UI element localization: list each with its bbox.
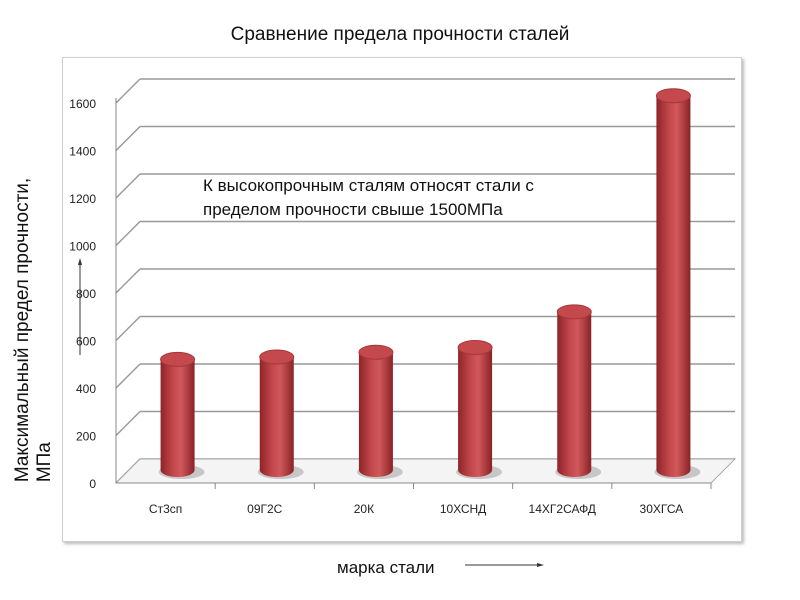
y-arrow-head bbox=[78, 258, 82, 265]
bar-base bbox=[160, 463, 195, 477]
x-arrow-head bbox=[537, 563, 544, 567]
x-tick-label: 14ХГ2САФД bbox=[529, 502, 596, 516]
gridline-side bbox=[115, 173, 141, 199]
bar-top bbox=[655, 88, 691, 104]
bar-top bbox=[358, 344, 394, 360]
bar-base bbox=[358, 463, 393, 477]
gridline-side bbox=[115, 410, 141, 437]
y-axis-label: Максимальный предел прочности, МПа bbox=[12, 177, 55, 483]
x-tick-label: 10ХСНД bbox=[440, 502, 486, 516]
bar bbox=[557, 311, 592, 470]
x-tick-label: 30ХГСА bbox=[640, 502, 684, 516]
y-tick-label: 1400 bbox=[69, 145, 96, 159]
y-tick-label: 200 bbox=[76, 430, 96, 444]
bar-base bbox=[656, 463, 691, 477]
bar bbox=[458, 347, 493, 470]
gridline-side bbox=[115, 315, 141, 342]
x-tick-label: Ст3сп bbox=[149, 502, 182, 516]
gridline-side bbox=[115, 363, 141, 389]
x-tick-label: 20К bbox=[354, 502, 374, 516]
bar bbox=[656, 95, 691, 470]
y-tick-label: 1600 bbox=[69, 97, 96, 111]
bar-top bbox=[160, 351, 196, 367]
gridline-side bbox=[115, 220, 141, 247]
bar bbox=[259, 357, 294, 470]
bar-top bbox=[259, 349, 295, 365]
bar bbox=[358, 352, 393, 470]
x-tick-label: 09Г2С bbox=[247, 502, 283, 516]
gridline-side bbox=[115, 125, 141, 152]
bar-base bbox=[458, 463, 493, 477]
y-tick-label: 800 bbox=[76, 287, 96, 301]
bar-top bbox=[457, 340, 493, 355]
y-tick-label: 600 bbox=[76, 335, 96, 349]
plot-frame bbox=[62, 57, 742, 542]
chart-title: Сравнение предела прочности сталей bbox=[230, 24, 570, 45]
bar-top bbox=[556, 304, 592, 320]
x-axis-label: марка стали bbox=[337, 558, 435, 577]
y-tick-label: 1000 bbox=[69, 240, 96, 254]
y-tick-label: 1200 bbox=[69, 192, 96, 206]
annotation: К высокопрочным сталям относят стали с п… bbox=[203, 174, 534, 222]
y-tick-label: 0 bbox=[89, 477, 96, 491]
gridline-side bbox=[115, 268, 141, 294]
floor bbox=[114, 458, 737, 484]
bar-base bbox=[557, 463, 592, 477]
bar bbox=[160, 359, 195, 470]
gridline-side bbox=[115, 78, 141, 104]
y-tick-label: 400 bbox=[76, 382, 96, 396]
annotation-line-2: пределом прочности свыше 1500МПа bbox=[203, 200, 503, 219]
bar-base bbox=[259, 463, 294, 477]
annotation-line-1: К высокопрочным сталям относят стали с bbox=[203, 176, 534, 195]
